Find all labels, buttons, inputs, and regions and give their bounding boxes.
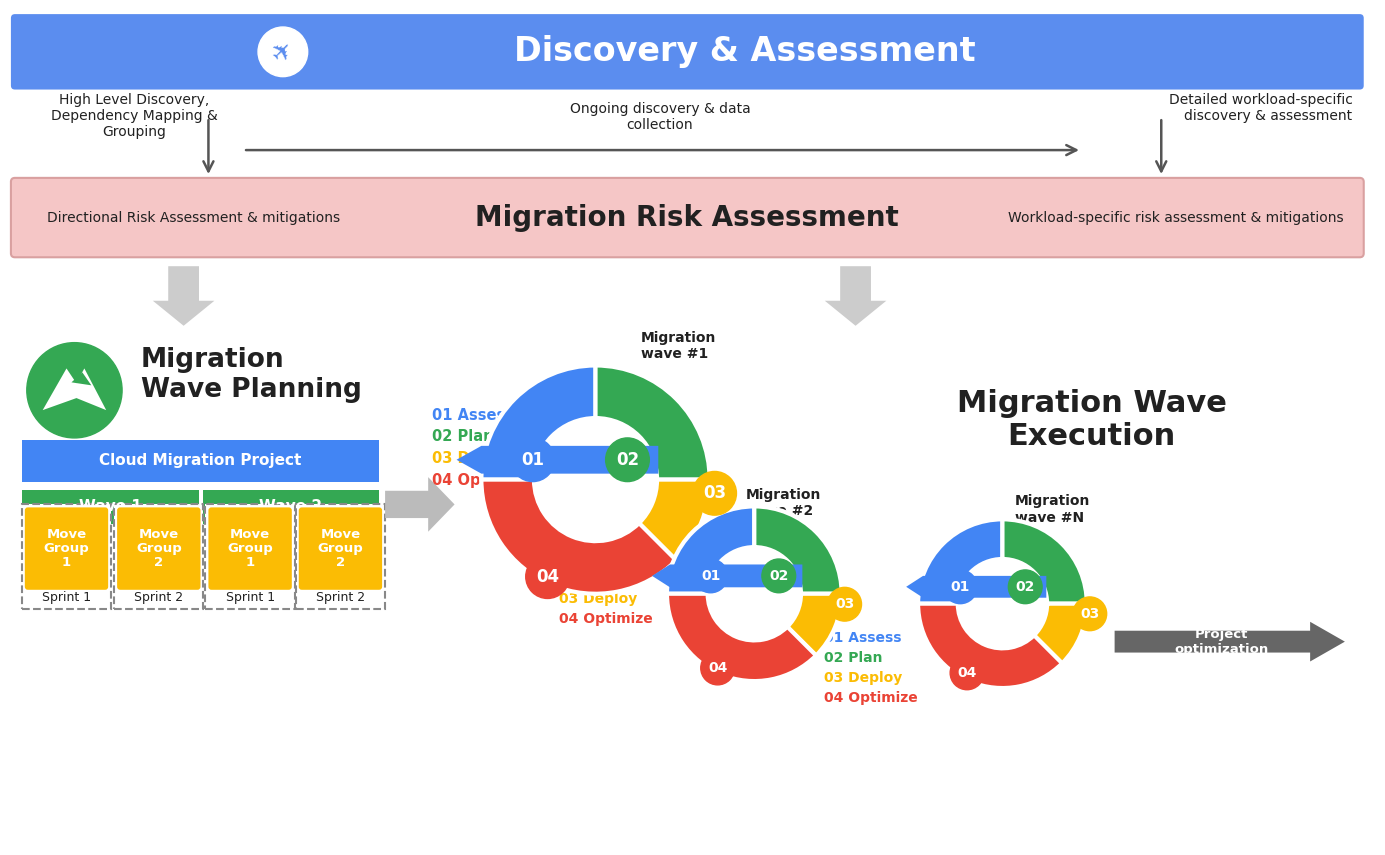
FancyBboxPatch shape xyxy=(11,178,1364,257)
Text: Wave 1: Wave 1 xyxy=(79,499,141,514)
Text: Sprint 1: Sprint 1 xyxy=(226,591,274,604)
Text: 02 Plan: 02 Plan xyxy=(824,652,882,665)
Wedge shape xyxy=(638,480,709,560)
Polygon shape xyxy=(457,445,658,474)
Polygon shape xyxy=(825,266,886,326)
Wedge shape xyxy=(787,593,842,656)
Circle shape xyxy=(950,656,983,690)
Polygon shape xyxy=(385,477,454,532)
Text: 03: 03 xyxy=(704,484,726,502)
Circle shape xyxy=(605,438,650,481)
Text: 04 Optimize: 04 Optimize xyxy=(824,691,917,705)
Text: 03 Deploy: 03 Deploy xyxy=(558,592,637,605)
FancyBboxPatch shape xyxy=(11,15,1364,90)
Text: Migration
wave #N: Migration wave #N xyxy=(1015,494,1090,525)
Text: High Level Discovery,
Dependency Mapping &
Grouping: High Level Discovery, Dependency Mapping… xyxy=(51,92,217,139)
Polygon shape xyxy=(69,369,107,410)
Text: Sprint 2: Sprint 2 xyxy=(316,591,366,604)
Text: Move
Group
1: Move Group 1 xyxy=(227,528,273,569)
FancyBboxPatch shape xyxy=(118,507,201,590)
FancyBboxPatch shape xyxy=(25,507,108,590)
Text: Sprint 2: Sprint 2 xyxy=(134,591,183,604)
Polygon shape xyxy=(652,564,802,587)
Text: Cloud Migration Project: Cloud Migration Project xyxy=(100,453,302,469)
Text: 02: 02 xyxy=(1015,580,1035,594)
Wedge shape xyxy=(918,604,1062,688)
Text: 01 Assess: 01 Assess xyxy=(824,631,902,646)
Text: 03: 03 xyxy=(1080,607,1100,621)
Text: ✈: ✈ xyxy=(267,36,299,68)
Text: 03: 03 xyxy=(835,598,855,611)
Text: 04: 04 xyxy=(708,661,727,675)
Wedge shape xyxy=(918,519,1003,604)
Circle shape xyxy=(762,559,795,593)
Circle shape xyxy=(258,27,307,77)
Bar xyxy=(22,504,111,609)
Wedge shape xyxy=(596,365,709,480)
Text: Directional Risk Assessment & mitigations: Directional Risk Assessment & mitigation… xyxy=(47,210,341,225)
Circle shape xyxy=(694,559,727,593)
FancyBboxPatch shape xyxy=(22,440,379,481)
Text: 01: 01 xyxy=(950,580,970,594)
Text: 04: 04 xyxy=(957,666,976,680)
Text: Wave 2: Wave 2 xyxy=(259,499,323,514)
Text: Migration
wave #2: Migration wave #2 xyxy=(745,487,821,518)
Text: 01 Assess: 01 Assess xyxy=(432,408,514,422)
FancyBboxPatch shape xyxy=(299,507,382,590)
Text: Detailed workload-specific
discovery & assessment: Detailed workload-specific discovery & a… xyxy=(1169,92,1352,123)
Wedge shape xyxy=(482,480,676,593)
Text: 03 Deploy: 03 Deploy xyxy=(432,451,514,466)
Text: Migration
wave #1: Migration wave #1 xyxy=(641,331,716,361)
FancyBboxPatch shape xyxy=(208,507,292,590)
Text: 01: 01 xyxy=(701,569,720,583)
Wedge shape xyxy=(668,506,755,593)
Wedge shape xyxy=(668,593,816,681)
Text: 04 Optimize: 04 Optimize xyxy=(558,611,652,626)
Polygon shape xyxy=(152,266,215,326)
Circle shape xyxy=(26,343,122,438)
Circle shape xyxy=(692,471,737,516)
Polygon shape xyxy=(72,373,91,386)
Bar xyxy=(296,504,385,609)
Polygon shape xyxy=(1115,622,1345,662)
Text: Migration Risk Assessment: Migration Risk Assessment xyxy=(475,203,899,232)
Circle shape xyxy=(511,438,554,481)
Circle shape xyxy=(828,587,861,621)
Text: 03 Deploy: 03 Deploy xyxy=(824,671,902,685)
Wedge shape xyxy=(755,506,842,593)
Circle shape xyxy=(701,652,734,685)
Text: Move
Group
2: Move Group 2 xyxy=(136,528,181,569)
Wedge shape xyxy=(482,365,596,480)
Polygon shape xyxy=(43,369,84,410)
Text: Workload-specific risk assessment & mitigations: Workload-specific risk assessment & miti… xyxy=(1008,210,1343,225)
Text: 02 Plan: 02 Plan xyxy=(558,572,618,586)
Bar xyxy=(114,504,204,609)
Circle shape xyxy=(1008,570,1042,604)
Text: 01 Assess: 01 Assess xyxy=(558,552,636,566)
Text: Migration Wave
Execution: Migration Wave Execution xyxy=(957,389,1227,451)
FancyBboxPatch shape xyxy=(204,490,379,524)
Wedge shape xyxy=(1003,519,1087,604)
Text: Ongoing discovery & data
collection: Ongoing discovery & data collection xyxy=(569,102,751,133)
Text: 02: 02 xyxy=(616,451,638,469)
FancyBboxPatch shape xyxy=(22,490,198,524)
Text: Move
Group
1: Move Group 1 xyxy=(43,528,90,569)
Text: 01: 01 xyxy=(521,451,544,469)
Bar xyxy=(205,504,295,609)
Text: Move
Group
2: Move Group 2 xyxy=(317,528,363,569)
Text: 04 Optimize: 04 Optimize xyxy=(432,473,530,488)
Circle shape xyxy=(1073,597,1107,631)
Wedge shape xyxy=(1035,604,1087,663)
Text: 02: 02 xyxy=(769,569,788,583)
Text: 02 Plan: 02 Plan xyxy=(432,429,493,445)
Text: Migration
Wave Planning: Migration Wave Planning xyxy=(141,347,361,404)
Circle shape xyxy=(526,555,569,598)
Circle shape xyxy=(943,570,978,604)
Polygon shape xyxy=(906,576,1046,598)
Text: Project
optimization: Project optimization xyxy=(1174,628,1269,656)
Text: Discovery & Assessment: Discovery & Assessment xyxy=(514,35,975,68)
Text: Sprint 1: Sprint 1 xyxy=(42,591,91,604)
Text: 04: 04 xyxy=(536,568,560,586)
